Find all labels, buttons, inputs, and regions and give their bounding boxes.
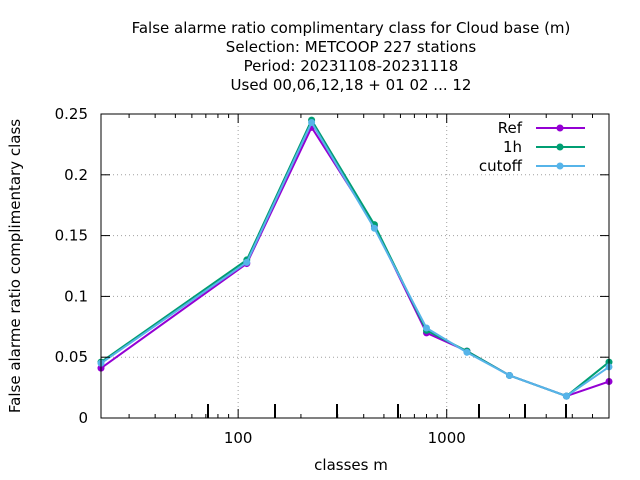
minor-ticks — [128, 114, 593, 418]
axis-ticks: 0 0.05 0.1 0.15 0.2 0.25 100 1000 — [55, 105, 609, 447]
data-point — [422, 324, 430, 332]
data-point — [505, 371, 513, 379]
legend-label: Ref — [498, 119, 523, 137]
x-axis-label: classes m — [314, 456, 388, 474]
data-point — [243, 258, 251, 266]
series-1h — [97, 116, 613, 400]
x-tick-label: 100 — [224, 429, 253, 447]
series-Ref — [97, 123, 613, 400]
chart-title: False alarme ratio complimentary class f… — [132, 19, 571, 94]
y-axis-label: False alarme ratio complimentary class — [6, 119, 24, 413]
x-tick-label: 1000 — [428, 429, 466, 447]
y-tick-label: 0.15 — [55, 227, 88, 245]
y-tick-label: 0.2 — [64, 166, 88, 184]
data-point — [308, 119, 316, 127]
data-point — [562, 392, 570, 400]
legend-label: 1h — [503, 138, 522, 156]
data-point — [370, 224, 378, 232]
title-line-1: False alarme ratio complimentary class f… — [132, 19, 571, 37]
series-line — [100, 125, 610, 398]
series-lines — [97, 116, 613, 400]
y-tick-label: 0 — [78, 409, 88, 427]
grid — [101, 114, 609, 418]
legend-swatch-marker — [556, 124, 564, 132]
legend-swatch-marker — [556, 143, 564, 151]
series-line — [100, 117, 610, 398]
y-tick-label: 0.25 — [55, 105, 88, 123]
data-point — [463, 348, 471, 356]
title-line-3: Period: 20231108-20231118 — [244, 57, 459, 75]
legend-label: cutoff — [479, 157, 523, 175]
y-tick-label: 0.05 — [55, 348, 88, 366]
series-cutoff — [97, 119, 613, 400]
y-tick-label: 0.1 — [64, 287, 88, 305]
title-line-4: Used 00,06,12,18 + 01 02 ... 12 — [231, 76, 472, 94]
series-line — [100, 120, 610, 398]
plot-frame — [100, 113, 610, 419]
legend-swatch-marker — [556, 162, 564, 170]
title-line-2: Selection: METCOOP 227 stations — [226, 38, 477, 56]
